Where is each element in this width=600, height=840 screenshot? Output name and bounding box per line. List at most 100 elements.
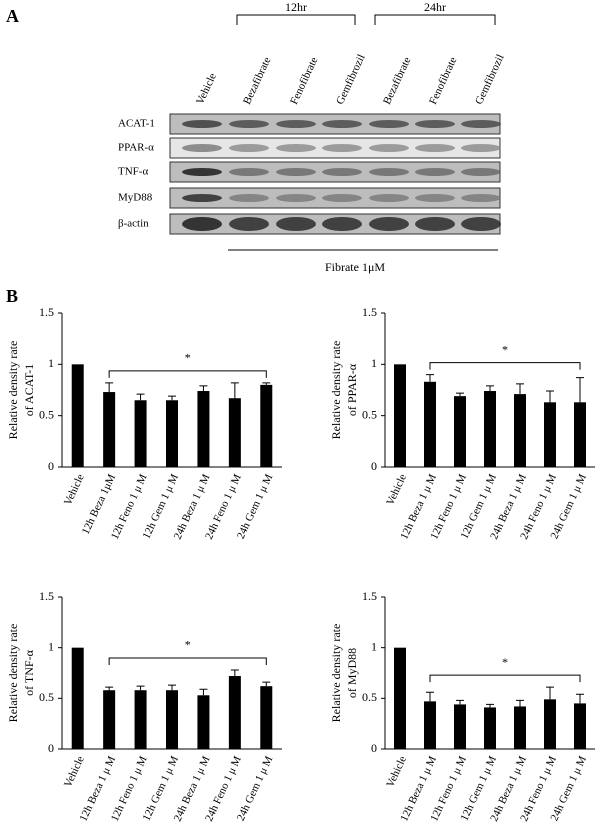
- significance-bracket: [429, 362, 581, 370]
- blot-band: [276, 217, 316, 231]
- blot-band: [415, 144, 455, 152]
- bar: [260, 384, 273, 467]
- error-bar: [105, 686, 114, 691]
- group-bracket: [374, 14, 496, 25]
- bar: [544, 699, 556, 749]
- error-bar: [230, 669, 239, 677]
- y-axis-label: of PPAR-α: [345, 363, 359, 416]
- significance-bracket: [108, 370, 267, 378]
- bar: [197, 391, 210, 467]
- error-bar: [199, 688, 208, 696]
- blot-band: [461, 194, 501, 202]
- blot-band: [182, 120, 222, 128]
- y-axis-label: Relative density rate: [6, 341, 20, 440]
- bar: [514, 394, 526, 467]
- error-bar: [136, 393, 145, 401]
- panel-label: B: [6, 286, 18, 306]
- significance-bracket: [108, 657, 267, 665]
- y-axis-label: Relative density rate: [6, 624, 20, 723]
- group-bracket: [236, 14, 356, 25]
- bar: [103, 690, 116, 749]
- lane-label: Fenofibrate: [427, 55, 459, 106]
- error-bar: [426, 374, 434, 382]
- error-bar: [168, 395, 176, 401]
- blot-band: [229, 217, 269, 231]
- bar: [197, 695, 210, 749]
- blot-band: [369, 168, 409, 176]
- bar: [134, 690, 147, 749]
- y-axis-label: of MyD88: [345, 648, 359, 698]
- group-label: 24hr: [424, 0, 446, 14]
- y-tick-label: 1: [371, 639, 377, 653]
- blot-band: [322, 194, 362, 202]
- lane-label: Bezafibrate: [381, 55, 413, 106]
- blot-band: [276, 168, 316, 176]
- y-tick-label: 0.5: [362, 690, 377, 704]
- error-bar: [168, 684, 176, 691]
- y-tick-label: 0.5: [39, 690, 54, 704]
- x-tick-label: Vehicle: [384, 472, 409, 507]
- blot-band: [461, 144, 501, 152]
- blot-band: [369, 144, 409, 152]
- bar: [484, 391, 496, 467]
- error-bar: [105, 382, 114, 393]
- y-tick-label: 1: [48, 639, 54, 653]
- bar: [166, 400, 178, 467]
- blot-band: [182, 168, 222, 176]
- bar: [394, 364, 406, 467]
- bar: [103, 392, 116, 467]
- row-label: TNF-α: [118, 166, 148, 178]
- blot-band: [276, 194, 316, 202]
- bar: [424, 381, 436, 467]
- error-bar: [230, 382, 239, 399]
- blot-band: [461, 120, 501, 128]
- error-bar: [486, 385, 494, 392]
- blot-band: [415, 168, 455, 176]
- y-axis-label: Relative density rate: [329, 624, 343, 723]
- bar: [228, 676, 241, 749]
- error-bar: [426, 691, 434, 702]
- error-bar: [262, 382, 271, 385]
- panel-label: A: [6, 6, 19, 26]
- significance-mark: *: [502, 342, 508, 356]
- blot-band: [182, 144, 222, 152]
- y-tick-label: 1.5: [39, 589, 54, 603]
- blot-band: [369, 217, 409, 231]
- y-tick-label: 1.5: [362, 305, 377, 319]
- error-bar: [456, 392, 464, 397]
- blot-band: [229, 120, 269, 128]
- bar: [260, 686, 273, 749]
- blot-band: [276, 120, 316, 128]
- bar: [484, 707, 496, 749]
- y-tick-label: 0.5: [39, 407, 54, 421]
- y-tick-label: 1: [371, 356, 377, 370]
- bar: [544, 402, 556, 467]
- bar: [574, 703, 586, 749]
- y-axis-label: Relative density rate: [329, 341, 343, 440]
- blot-band: [182, 194, 222, 202]
- significance-mark: *: [185, 351, 191, 365]
- y-tick-label: 0: [371, 459, 377, 473]
- lane-label: Vehicle: [194, 71, 219, 106]
- blot-band: [229, 168, 269, 176]
- error-bar: [546, 390, 554, 403]
- significance-mark: *: [502, 655, 508, 669]
- bar: [394, 647, 406, 749]
- blot-band: [322, 217, 362, 231]
- y-axis-label: of TNF-α: [22, 649, 36, 695]
- blot-band: [322, 120, 362, 128]
- group-label: 12hr: [285, 0, 307, 14]
- bar: [454, 396, 466, 467]
- error-bar: [576, 377, 584, 403]
- bar: [424, 701, 436, 749]
- lane-label: Gemfibrozil: [334, 53, 368, 107]
- y-tick-label: 0.5: [362, 407, 377, 421]
- bar: [574, 402, 586, 467]
- row-label: PPAR-α: [118, 142, 154, 154]
- lane-label: Fenofibrate: [288, 55, 320, 106]
- row-label: MyD88: [118, 192, 153, 204]
- error-bar: [262, 681, 271, 687]
- y-axis-label: of ACAT-1: [22, 364, 36, 417]
- x-tick-label: Vehicle: [62, 472, 87, 507]
